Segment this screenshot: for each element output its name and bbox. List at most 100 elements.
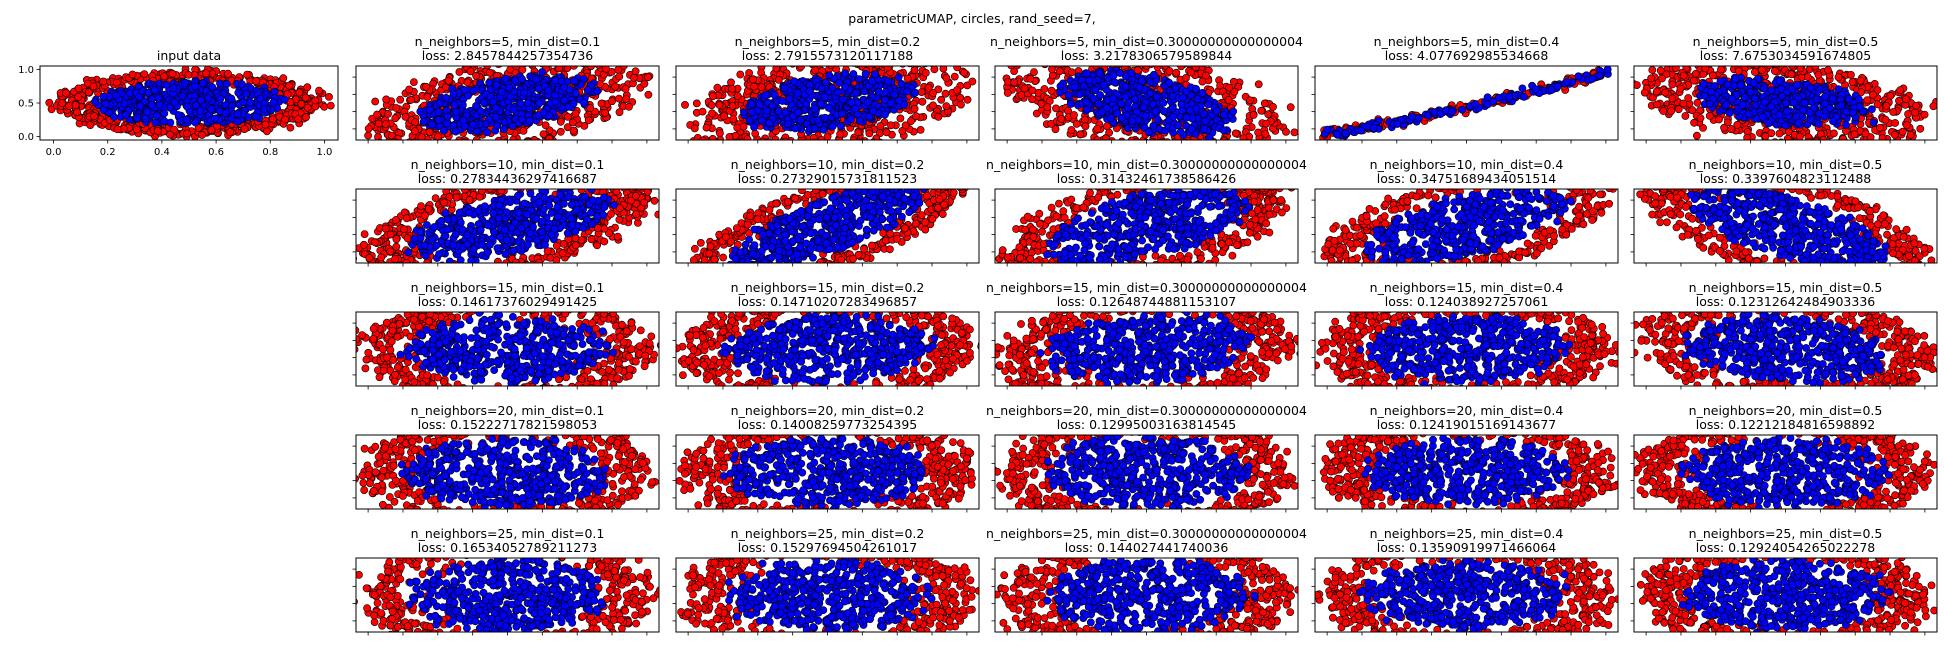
point-inner [492, 105, 499, 112]
point-outer [779, 140, 786, 147]
points [46, 66, 335, 141]
point-outer [714, 84, 721, 91]
point-outer [1192, 142, 1199, 149]
point-outer [922, 69, 929, 76]
point-outer [424, 93, 431, 100]
point-outer [863, 140, 870, 147]
point-outer [691, 125, 698, 132]
point-inner [521, 89, 528, 96]
point-outer [520, 127, 527, 134]
point-inner [864, 99, 871, 106]
point-inner [1548, 86, 1555, 93]
point-outer [570, 127, 577, 134]
point-outer [935, 113, 942, 120]
point-inner [837, 123, 844, 130]
point-outer [765, 138, 772, 145]
point-outer [1662, 89, 1669, 96]
point-outer [1762, 133, 1769, 140]
point-outer [1891, 131, 1898, 138]
point-outer [788, 149, 795, 156]
point-outer [113, 79, 120, 86]
point-outer [943, 103, 950, 110]
point-outer [729, 102, 736, 109]
point-outer [969, 78, 976, 85]
point-outer [1029, 87, 1036, 94]
point-outer [964, 96, 971, 103]
point-inner [526, 117, 533, 124]
x-tick-label: 1.0 [317, 147, 333, 158]
point-outer [1721, 124, 1728, 131]
point-outer [72, 101, 79, 108]
point-outer [608, 98, 615, 105]
point-inner [1140, 104, 1147, 111]
point-inner [494, 122, 501, 129]
x-tick-label: 0.8 [262, 147, 278, 158]
point-inner [1604, 66, 1611, 73]
point-outer [749, 76, 756, 83]
figure-suptitle: parametricUMAP, circles, rand_seed=7, [848, 11, 1095, 26]
point-inner [1122, 93, 1129, 100]
point-outer [241, 125, 248, 132]
point-inner [100, 93, 107, 100]
point-outer [169, 70, 176, 77]
point-inner [489, 98, 496, 105]
point-inner [161, 110, 168, 117]
point-inner [825, 104, 832, 111]
point-inner [184, 103, 191, 110]
point-outer [601, 109, 608, 116]
point-inner [814, 117, 821, 124]
point-inner [861, 88, 868, 95]
point-outer [1040, 51, 1047, 58]
point-outer [74, 109, 81, 116]
point-outer [304, 84, 311, 91]
point-outer [798, 148, 805, 155]
point-inner [779, 97, 786, 104]
point-outer [957, 94, 964, 101]
point-outer [443, 145, 450, 152]
point-inner [1183, 114, 1190, 121]
point-inner [270, 99, 277, 106]
point-inner [740, 109, 747, 116]
point-inner [1111, 79, 1118, 86]
point-outer [1048, 87, 1055, 94]
point-outer [467, 68, 474, 75]
point-inner [1083, 98, 1090, 105]
point-inner [152, 119, 159, 126]
point-inner [486, 79, 493, 86]
point-inner [539, 68, 546, 75]
point-outer [745, 147, 752, 154]
point-inner [155, 95, 162, 102]
point-inner [1183, 88, 1190, 95]
point-outer [1641, 89, 1648, 96]
point-inner [775, 108, 782, 115]
point-inner [1138, 77, 1145, 84]
point-outer [1148, 145, 1155, 152]
point-outer [1056, 68, 1063, 75]
point-outer [1876, 124, 1883, 131]
point-inner [435, 117, 442, 124]
point-outer [1225, 146, 1232, 153]
point-inner [842, 83, 849, 90]
point-inner [1086, 77, 1093, 84]
point-inner [222, 110, 229, 117]
point-outer [1242, 143, 1249, 150]
point-outer [839, 143, 846, 150]
point-outer [302, 94, 309, 101]
point-outer [721, 113, 728, 120]
point-outer [771, 140, 778, 147]
x-tick-label: 0.6 [208, 147, 224, 158]
point-inner [751, 124, 758, 131]
point-outer [494, 144, 501, 151]
point-inner [1220, 112, 1227, 119]
point-inner [420, 118, 427, 125]
point-outer [770, 141, 777, 148]
point-outer [1182, 74, 1189, 81]
point-outer [925, 84, 932, 91]
point-outer [542, 122, 549, 129]
point-outer [713, 150, 720, 157]
point-outer [1230, 143, 1237, 150]
point-outer [1669, 95, 1676, 102]
point-inner [891, 91, 898, 98]
point-inner [1201, 126, 1208, 133]
point-outer [452, 148, 459, 155]
